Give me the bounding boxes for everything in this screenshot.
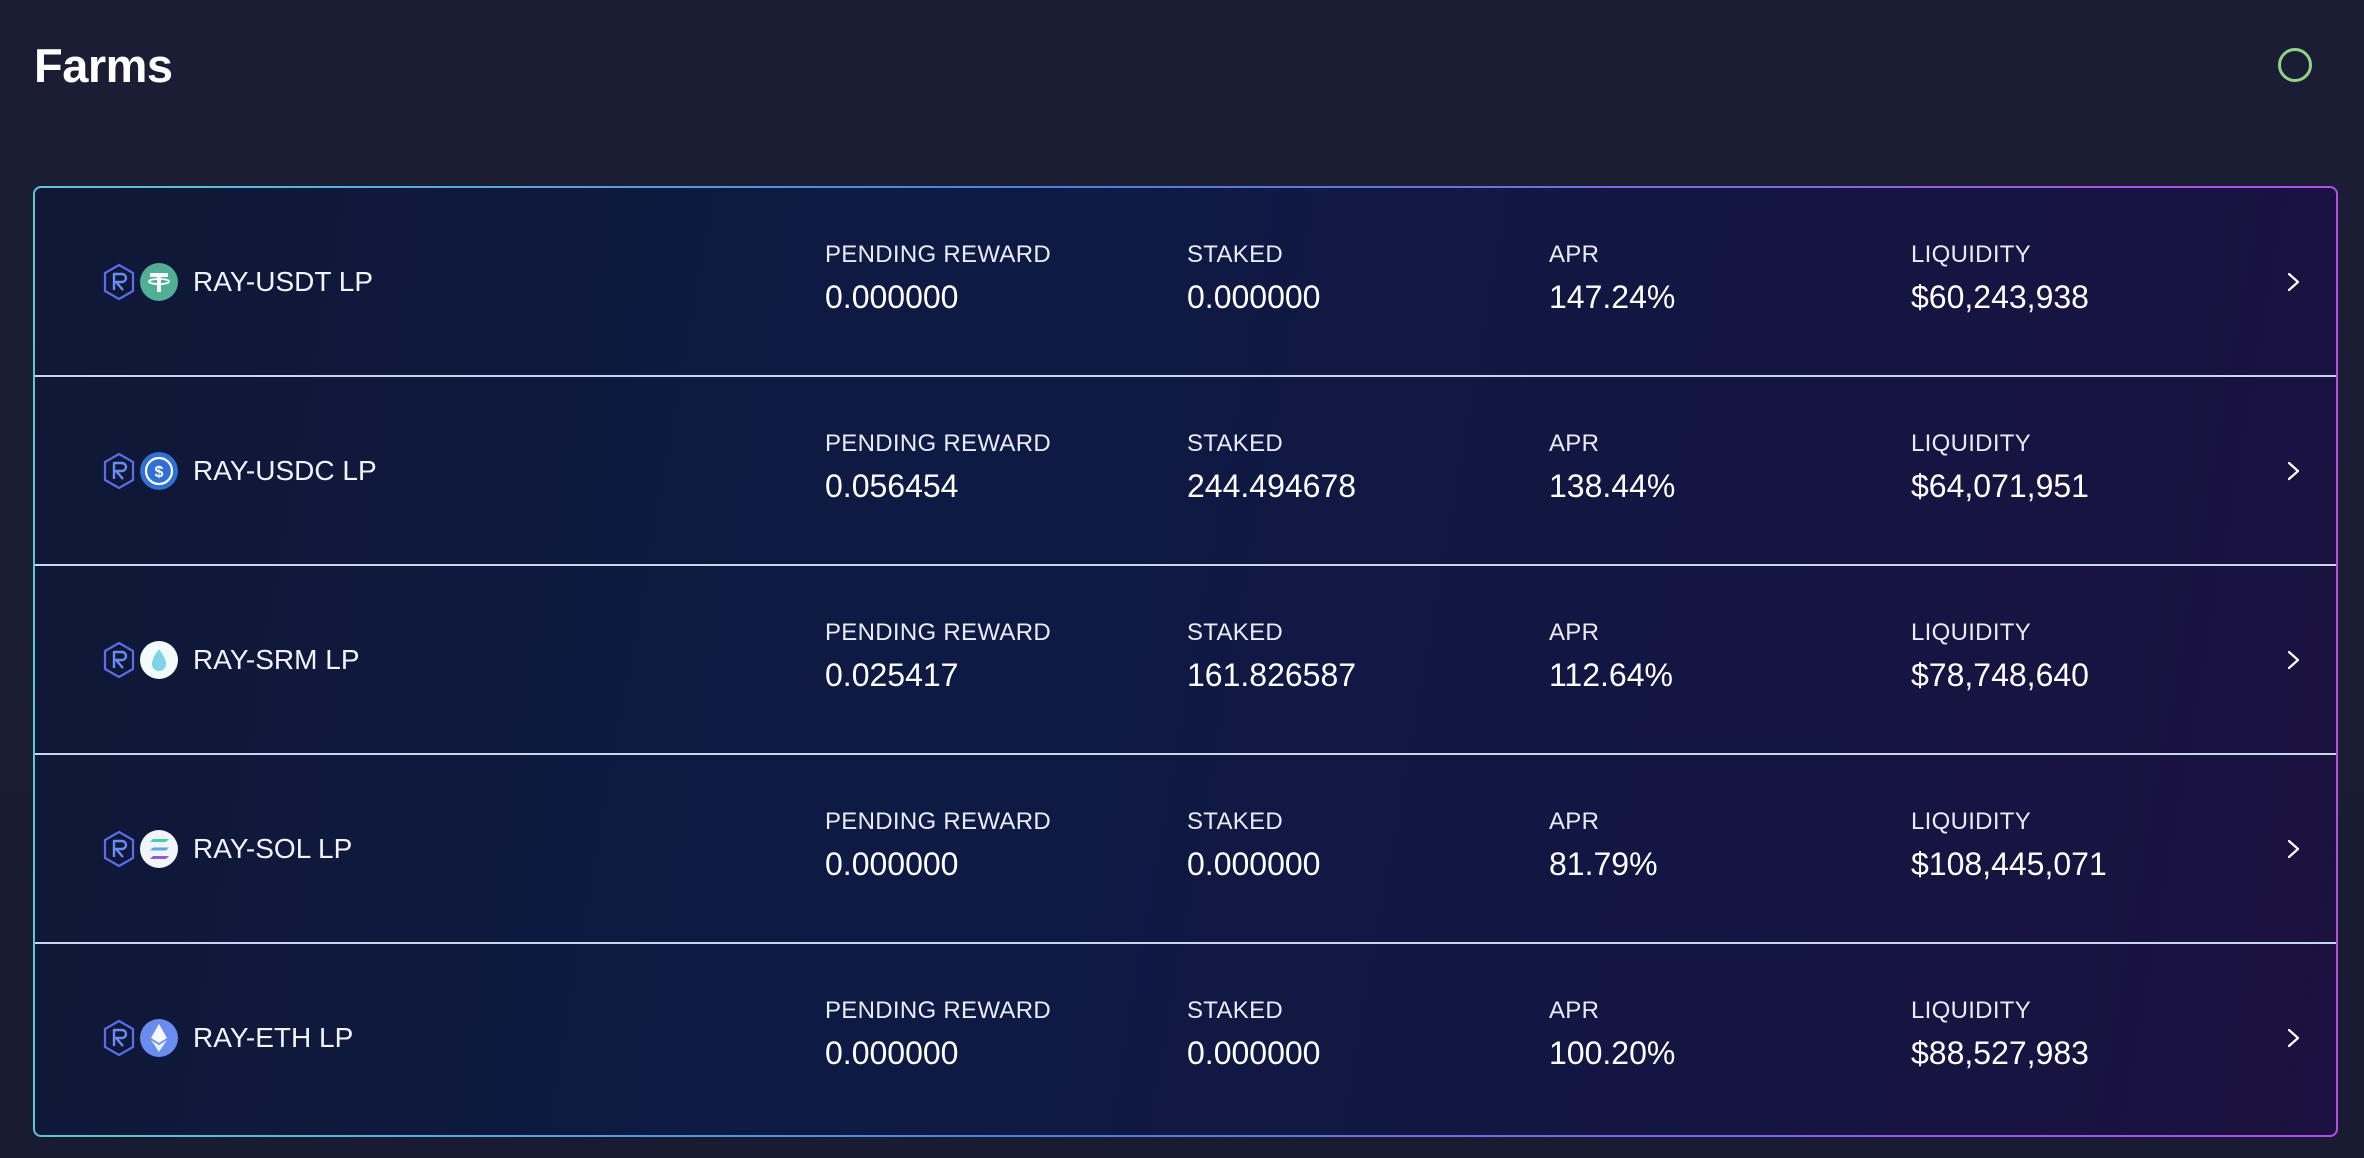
farm-pair-name: RAY-SOL LP [193, 833, 353, 864]
farm-list-panel: RAY-USDT LP PENDING REWARD 0.000000 STAK… [33, 186, 2338, 1137]
chevron-right-icon[interactable] [2283, 646, 2305, 674]
liquidity-value: $88,527,983 [1911, 1035, 2089, 1071]
staked-cell: STAKED 0.000000 [1187, 807, 1320, 885]
liquidity-value: $60,243,938 [1911, 279, 2089, 315]
ethereum-icon [137, 1018, 179, 1058]
token-pair: RAY-ETH LP [101, 1018, 353, 1058]
farm-row-5[interactable]: RAY-ETH LP PENDING REWARD 0.000000 STAKE… [35, 944, 2336, 1131]
serum-icon [137, 640, 179, 680]
farm-pair-name: RAY-SRM LP [193, 644, 360, 675]
apr-label: APR [1549, 430, 1600, 457]
liquidity-cell: LIQUIDITY $108,445,071 [1911, 807, 2107, 885]
liquidity-value: $64,071,951 [1911, 468, 2089, 504]
farm-pair-name: RAY-ETH LP [193, 1022, 354, 1053]
tether-icon [137, 262, 179, 302]
apr-label: APR [1549, 619, 1600, 646]
solana-icon [137, 829, 179, 869]
apr-label: APR [1549, 997, 1600, 1024]
chevron-right-icon[interactable] [2283, 268, 2305, 296]
staked-cell: STAKED 244.494678 [1187, 429, 1356, 507]
staked-value: 244.494678 [1187, 468, 1357, 504]
apr-cell: APR 138.44% [1549, 429, 1675, 507]
liquidity-value: $108,445,071 [1911, 846, 2107, 882]
raydium-icon [101, 451, 137, 491]
pending-reward-label: PENDING REWARD [825, 430, 1051, 457]
pending-reward-cell: PENDING REWARD 0.000000 [825, 807, 1051, 885]
usdc-icon: $ [137, 451, 179, 491]
pending-reward-label: PENDING REWARD [825, 241, 1051, 268]
token-pair: RAY-SRM LP [101, 640, 360, 680]
staked-label: STAKED [1187, 808, 1284, 835]
pending-reward-label: PENDING REWARD [825, 808, 1051, 835]
farm-list: RAY-USDT LP PENDING REWARD 0.000000 STAK… [35, 188, 2336, 1135]
staked-label: STAKED [1187, 619, 1284, 646]
apr-cell: APR 100.20% [1549, 996, 1675, 1074]
farm-row-4[interactable]: RAY-SOL LP PENDING REWARD 0.000000 STAKE… [35, 755, 2336, 944]
raydium-icon [101, 1018, 137, 1058]
apr-cell: APR 81.79% [1549, 807, 1658, 885]
liquidity-cell: LIQUIDITY $88,527,983 [1911, 996, 2089, 1074]
raydium-icon [101, 640, 137, 680]
liquidity-label: LIQUIDITY [1911, 808, 2032, 835]
pending-reward-label: PENDING REWARD [825, 997, 1051, 1024]
apr-label: APR [1549, 808, 1600, 835]
apr-value: 100.20% [1549, 1035, 1676, 1071]
pending-reward-cell: PENDING REWARD 0.025417 [825, 618, 1051, 696]
apr-label: APR [1549, 241, 1600, 268]
svg-text:$: $ [155, 464, 164, 481]
staked-value: 0.000000 [1187, 279, 1321, 315]
farm-pair-name: RAY-USDC LP [193, 455, 377, 486]
liquidity-label: LIQUIDITY [1911, 241, 2032, 268]
liquidity-cell: LIQUIDITY $64,071,951 [1911, 429, 2089, 507]
pending-reward-value: 0.000000 [825, 1035, 959, 1071]
raydium-icon [101, 829, 137, 869]
pending-reward-cell: PENDING REWARD 0.000000 [825, 996, 1051, 1074]
apr-cell: APR 147.24% [1549, 240, 1675, 318]
page-title: Farms [34, 39, 173, 92]
pending-reward-cell: PENDING REWARD 0.056454 [825, 429, 1051, 507]
staked-cell: STAKED 161.826587 [1187, 618, 1356, 696]
apr-value: 147.24% [1549, 279, 1676, 315]
farm-row-2[interactable]: $ RAY-USDC LP PENDING REWARD 0.056454 ST… [35, 377, 2336, 566]
token-pair: RAY-SOL LP [101, 829, 352, 869]
status-indicator-icon[interactable] [2278, 48, 2312, 82]
liquidity-cell: LIQUIDITY $60,243,938 [1911, 240, 2089, 318]
liquidity-cell: LIQUIDITY $78,748,640 [1911, 618, 2089, 696]
liquidity-label: LIQUIDITY [1911, 619, 2032, 646]
chevron-right-icon[interactable] [2283, 835, 2305, 863]
pending-reward-value: 0.056454 [825, 468, 959, 504]
staked-value: 161.826587 [1187, 657, 1357, 693]
farm-row-3[interactable]: RAY-SRM LP PENDING REWARD 0.025417 STAKE… [35, 566, 2336, 755]
staked-value: 0.000000 [1187, 846, 1321, 882]
staked-label: STAKED [1187, 241, 1284, 268]
pending-reward-value: 0.000000 [825, 846, 959, 882]
staked-cell: STAKED 0.000000 [1187, 240, 1320, 318]
chevron-right-icon[interactable] [2283, 1024, 2305, 1052]
apr-value: 138.44% [1549, 468, 1676, 504]
staked-label: STAKED [1187, 997, 1284, 1024]
liquidity-label: LIQUIDITY [1911, 997, 2032, 1024]
staked-label: STAKED [1187, 430, 1284, 457]
apr-cell: APR 112.64% [1549, 618, 1673, 696]
pending-reward-label: PENDING REWARD [825, 619, 1051, 646]
token-pair: $ RAY-USDC LP [101, 451, 377, 491]
apr-value: 112.64% [1549, 657, 1673, 693]
token-pair: RAY-USDT LP [101, 262, 373, 302]
staked-cell: STAKED 0.000000 [1187, 996, 1320, 1074]
farm-row-1[interactable]: RAY-USDT LP PENDING REWARD 0.000000 STAK… [35, 188, 2336, 377]
farm-pair-name: RAY-USDT LP [193, 266, 373, 297]
pending-reward-value: 0.025417 [825, 657, 959, 693]
raydium-icon [101, 262, 137, 302]
staked-value: 0.000000 [1187, 1035, 1321, 1071]
pending-reward-cell: PENDING REWARD 0.000000 [825, 240, 1051, 318]
pending-reward-value: 0.000000 [825, 279, 959, 315]
liquidity-label: LIQUIDITY [1911, 430, 2032, 457]
liquidity-value: $78,748,640 [1911, 657, 2089, 693]
chevron-right-icon[interactable] [2283, 457, 2305, 485]
apr-value: 81.79% [1549, 846, 1658, 882]
